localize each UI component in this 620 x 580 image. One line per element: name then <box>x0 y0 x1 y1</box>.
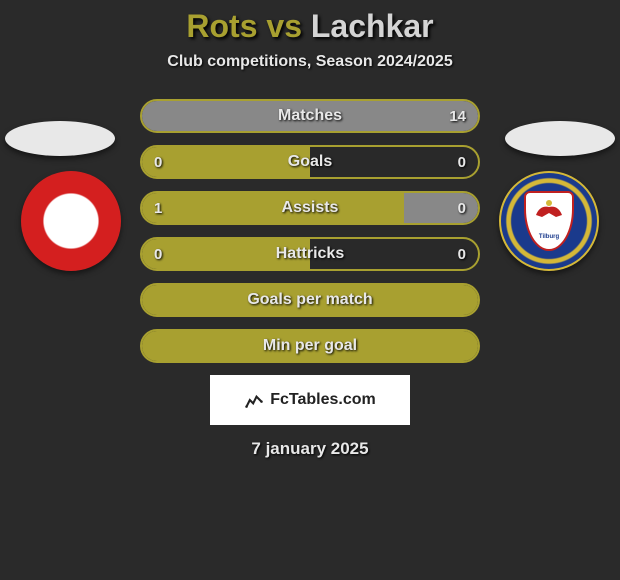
horse-icon <box>45 203 73 231</box>
stat-row: 14Matches <box>140 99 480 133</box>
stat-row: Goals per match <box>140 283 480 317</box>
stat-label: Goals per match <box>142 285 478 315</box>
site-badge: FcTables.com <box>210 375 410 425</box>
title: Rots vs Lachkar <box>0 8 620 45</box>
stat-label: Assists <box>142 193 478 223</box>
stat-row: 00Goals <box>140 145 480 179</box>
crest-left-inner: 1965 <box>45 195 97 247</box>
stat-row: 10Assists <box>140 191 480 225</box>
club-crest-left: 1965 <box>21 171 121 271</box>
date-label: 7 january 2025 <box>0 439 620 459</box>
subtitle: Club competitions, Season 2024/2025 <box>0 53 620 71</box>
site-name: FcTables.com <box>270 391 376 409</box>
stat-label: Goals <box>142 147 478 177</box>
stat-label: Matches <box>142 101 478 131</box>
stat-label: Min per goal <box>142 331 478 361</box>
crest-right-city: Tilburg <box>539 234 559 240</box>
stats-list: 14Matches 00Goals 10Assists 00Hattricks Goal… <box>140 99 480 363</box>
stat-row: Min per goal <box>140 329 480 363</box>
stat-label: Hattricks <box>142 239 478 269</box>
crest-left-year: 1965 <box>45 231 97 240</box>
crest-right-shield: Tilburg <box>524 191 574 251</box>
stat-row: 00Hattricks <box>140 237 480 271</box>
player2-photo-placeholder <box>505 121 615 156</box>
player1-photo-placeholder <box>5 121 115 156</box>
lion-icon <box>526 197 572 227</box>
comparison-card: Rots vs Lachkar Club competitions, Seaso… <box>0 0 620 580</box>
player1-name: Rots <box>186 8 257 44</box>
vs-separator: vs <box>266 8 302 44</box>
chart-icon <box>244 390 264 410</box>
player2-name: Lachkar <box>311 8 434 44</box>
club-crest-right: Tilburg <box>499 171 599 271</box>
